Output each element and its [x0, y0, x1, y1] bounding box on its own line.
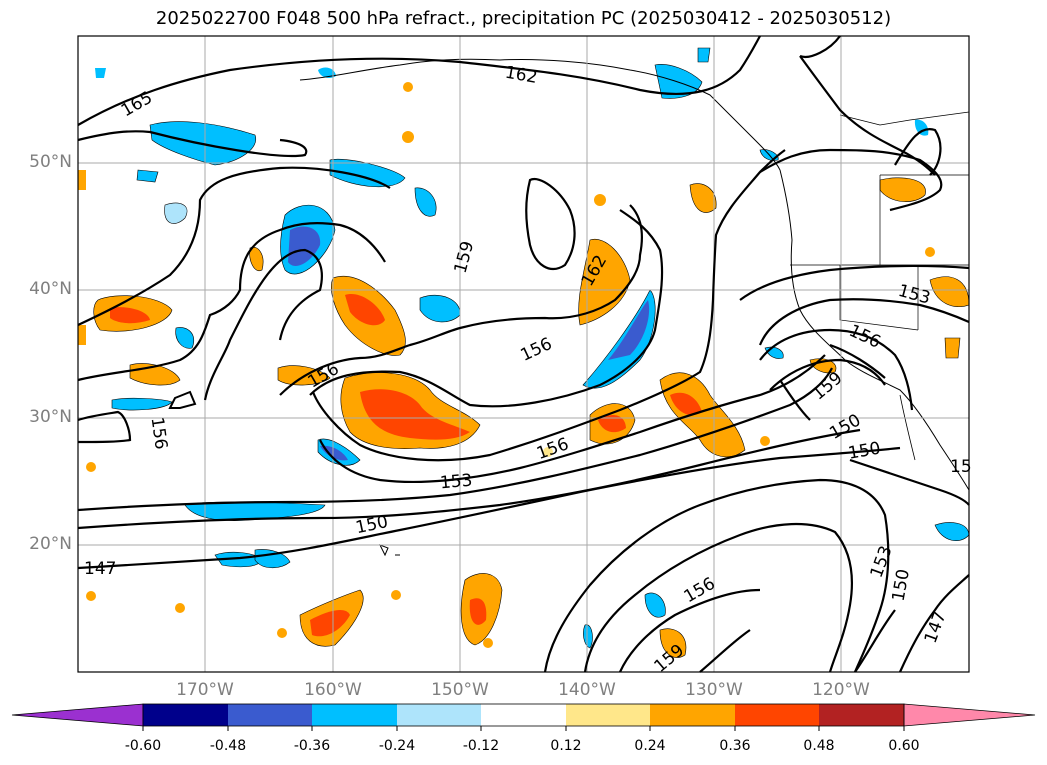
- lon-label-170w: 170°W: [176, 680, 234, 700]
- colorbar-tick: 0.24: [634, 738, 666, 754]
- colorbar-tick: -0.36: [293, 738, 331, 754]
- gridlines: [78, 36, 969, 672]
- colorbar-tick: -0.48: [209, 738, 247, 754]
- contour-lines: [77, 35, 970, 673]
- precip-positive: [78, 82, 970, 658]
- lat-label-20n: 20°N: [29, 534, 72, 554]
- colorbar-tick: 0.12: [550, 738, 582, 754]
- lat-label-30n: 30°N: [29, 407, 72, 427]
- colorbar-tick: 0.60: [888, 738, 920, 754]
- map-title: 2025022700 F048 500 hPa refract., precip…: [155, 8, 892, 29]
- colorbar-max-extend: [903, 703, 1036, 727]
- lon-label-140w: 140°W: [558, 680, 616, 700]
- colorbar: [11, 703, 1036, 731]
- colorbar-tick: -0.12: [462, 738, 500, 754]
- lat-label-50n: 50°N: [29, 152, 72, 172]
- colorbar-tick: -0.60: [124, 738, 162, 754]
- colorbar-tick: 0.36: [719, 738, 751, 754]
- contour-label: 156: [147, 416, 171, 451]
- precip-negative: [95, 47, 970, 649]
- lon-label-120w: 120°W: [812, 680, 870, 700]
- lon-label-130w: 130°W: [685, 680, 743, 700]
- lon-label-160w: 160°W: [304, 680, 362, 700]
- contour-label: 153: [439, 471, 473, 494]
- colorbar-tick: -0.24: [378, 738, 416, 754]
- colorbar-min-extend: [11, 703, 144, 727]
- map-frame: [77, 35, 970, 673]
- lat-label-40n: 40°N: [29, 279, 72, 299]
- lon-label-150w: 150°W: [431, 680, 489, 700]
- contour-label: 15: [950, 457, 972, 477]
- colorbar-tick: 0.48: [803, 738, 835, 754]
- contour-label: 147: [84, 559, 116, 579]
